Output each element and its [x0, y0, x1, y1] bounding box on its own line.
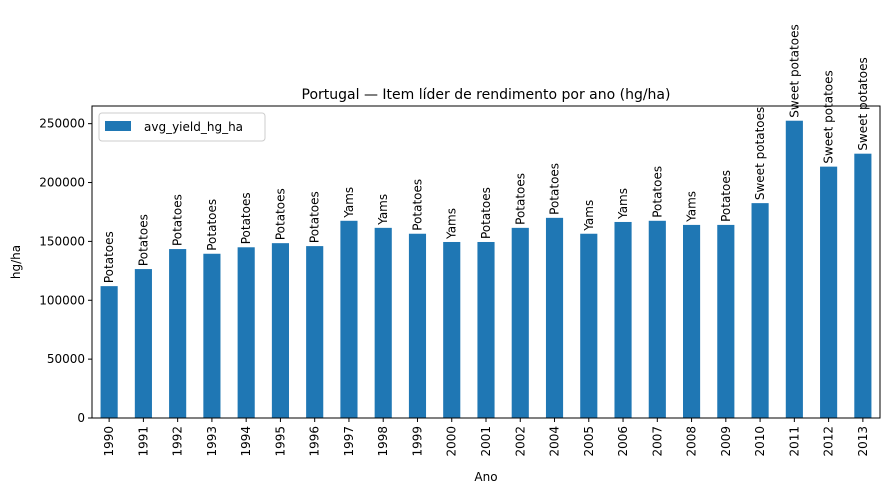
y-tick-label: 200000 [39, 176, 85, 190]
x-tick-label: 2013 [856, 426, 870, 457]
bar-label: Potatoes [136, 214, 150, 266]
legend: avg_yield_hg_ha [98, 112, 266, 142]
bar [614, 221, 632, 418]
bar [477, 241, 495, 418]
x-tick-label: 1995 [273, 426, 287, 457]
x-tick-label: 2001 [479, 426, 493, 457]
bar-label: Yams [376, 194, 390, 226]
bar-label: Sweet potatoes [822, 70, 836, 163]
x-tick-label: 1994 [239, 426, 253, 457]
bar [545, 217, 564, 418]
bar [717, 224, 735, 418]
legend-box [98, 112, 266, 142]
x-tick-label: 1998 [376, 426, 390, 457]
x-axis-label: Ano [474, 470, 497, 484]
bar-label: Sweet potatoes [753, 107, 767, 200]
x-tick-label: 2011 [787, 426, 801, 457]
x-tick-label: 2006 [616, 426, 630, 457]
x-tick-label: 1996 [308, 426, 322, 457]
bar [511, 227, 529, 418]
bar-label: Sweet potatoes [856, 57, 870, 150]
bar [854, 153, 872, 418]
bar-label: Potatoes [410, 179, 424, 231]
y-tick-label: 100000 [39, 293, 85, 307]
bar [340, 220, 358, 418]
bar-label: Yams [582, 200, 596, 232]
bars-group [100, 120, 872, 418]
bar-label: Sweet potatoes [787, 24, 801, 117]
bar-label: Potatoes [273, 188, 287, 240]
bar-label: Potatoes [308, 191, 322, 243]
bar-label: Potatoes [479, 187, 493, 239]
x-tick-label: 2007 [650, 426, 664, 457]
bar-label: Potatoes [650, 166, 664, 218]
bar-label: Yams [342, 187, 356, 219]
plot-frame [91, 105, 881, 419]
bar-label: Potatoes [719, 170, 733, 222]
x-tick-label: 1999 [410, 426, 424, 457]
x-tick-label: 2010 [753, 426, 767, 457]
y-tick-label: 250000 [39, 117, 85, 131]
bar-label: Potatoes [239, 192, 253, 244]
bar-label: Potatoes [205, 199, 219, 251]
y-axis: 0 50000 100000 150000 200000 250000 [39, 117, 92, 425]
x-tick-label: 2009 [719, 426, 733, 457]
bar [648, 220, 666, 418]
bar [683, 224, 701, 418]
bar-labels-group: Potatoes Potatoes Potatoes Potatoes Potatoes… [102, 24, 870, 283]
x-tick-label: 2004 [548, 426, 562, 457]
x-tick-label: 1990 [102, 426, 116, 457]
y-tick-label: 0 [77, 411, 85, 425]
bar-label: Potatoes [171, 194, 185, 246]
x-tick-label: 1993 [205, 426, 219, 457]
x-tick-label: 2002 [513, 426, 527, 457]
x-tick-label: 2008 [685, 426, 699, 457]
bar-label: Yams [616, 188, 630, 220]
y-axis-label: hg/ha [9, 245, 23, 279]
bar [306, 246, 324, 418]
chart-title: Portugal — Item líder de rendimento por … [302, 87, 671, 103]
x-tick-label: 2012 [822, 426, 836, 457]
y-tick-label: 150000 [39, 234, 85, 248]
bar [820, 166, 838, 418]
bar [443, 241, 461, 418]
x-axis: 1990 1991 1992 1993 1994 1995 1996 1997 1998 1999… [102, 418, 870, 457]
bar [203, 253, 221, 418]
bar [169, 249, 187, 418]
bar-label: Yams [685, 191, 699, 223]
bar-label: Yams [445, 208, 459, 240]
x-tick-label: 2005 [582, 426, 596, 457]
legend-swatch [105, 121, 131, 131]
bar-label: Potatoes [102, 231, 116, 283]
x-tick-label: 1991 [136, 426, 150, 457]
bar-label: Potatoes [513, 173, 527, 225]
bar [751, 203, 769, 418]
bar [100, 286, 118, 418]
x-tick-label: 1997 [342, 426, 356, 457]
bar [580, 233, 598, 418]
bar [134, 269, 152, 418]
legend-label: avg_yield_hg_ha [144, 120, 243, 134]
bar [408, 233, 427, 418]
bar [785, 120, 803, 418]
bar [237, 247, 255, 418]
bar [271, 243, 289, 418]
x-tick-label: 2000 [445, 426, 459, 457]
x-tick-label: 1992 [171, 426, 185, 457]
bar [374, 227, 392, 418]
y-tick-label: 50000 [47, 352, 85, 366]
bar-label: Potatoes [548, 163, 562, 215]
